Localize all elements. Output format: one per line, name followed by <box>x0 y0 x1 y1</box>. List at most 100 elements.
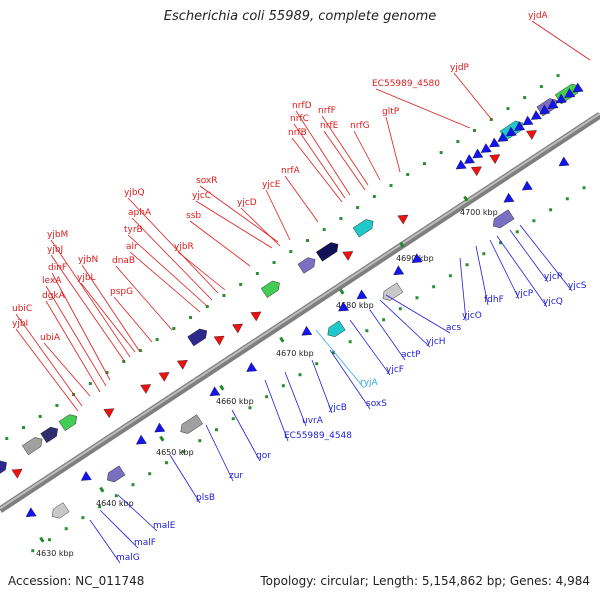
gene-label-yjbl: yjbL <box>77 273 96 283</box>
gc-dot <box>372 195 376 199</box>
gene-label-fdhf: fdhF <box>484 295 504 305</box>
gc-dot <box>172 327 176 331</box>
label-leader-lines <box>15 20 591 564</box>
gene-label-yjda: yjdA <box>528 11 549 21</box>
gene-block <box>492 209 515 229</box>
gc-dot <box>506 107 510 111</box>
gene-arrow <box>497 132 509 142</box>
gene-arrow <box>564 88 576 98</box>
leader-line <box>311 359 333 414</box>
gene-label-yjbr: yjbR <box>174 242 194 252</box>
forward-gene <box>40 426 58 444</box>
gene-arrow <box>393 265 405 276</box>
gene-label-nrfa: nrfA <box>281 166 301 176</box>
gene-label-ubic: ubiC <box>12 304 32 314</box>
gene-label-soxr: soxR <box>196 176 218 186</box>
leader-line <box>43 342 91 397</box>
gene-arrow <box>103 408 115 419</box>
gene-arrow <box>213 335 225 346</box>
gene-arrow <box>558 156 570 167</box>
gc-dot <box>348 340 352 344</box>
gc-dot <box>181 450 185 454</box>
gene-label-yjbn: yjbN <box>78 255 98 265</box>
leader-line <box>453 72 493 121</box>
gene-label-yjcf: yjcF <box>386 365 404 375</box>
gene-arrow <box>209 386 221 397</box>
gene-arrow <box>136 434 147 445</box>
gc-dot <box>138 349 142 353</box>
gc-dot <box>5 436 9 440</box>
gene-arrow <box>526 130 537 140</box>
gene-arrow <box>480 143 492 153</box>
gc-dot <box>499 241 503 245</box>
gc-dot <box>415 296 419 300</box>
leader-line <box>15 328 79 412</box>
gene-label-dnab: dnaB <box>112 256 135 266</box>
forward-gene <box>176 360 188 370</box>
leader-line <box>80 282 136 353</box>
gc-dot <box>289 250 293 254</box>
gene-arrow <box>489 154 501 164</box>
gc-dot <box>215 428 219 432</box>
tick-mark <box>399 241 405 248</box>
gc-dot <box>281 384 285 388</box>
gc-dot <box>155 338 159 342</box>
gene-arrow <box>250 311 262 322</box>
reverse-gene <box>472 148 484 159</box>
leader-line <box>264 379 289 442</box>
leader-line <box>293 123 346 199</box>
gc-dot <box>239 283 243 287</box>
gc-dot <box>255 272 259 276</box>
leader-line <box>45 285 107 387</box>
reverse-gene <box>522 115 534 126</box>
gene-arrow <box>539 104 551 115</box>
reverse-gene <box>411 253 423 263</box>
forward-gene <box>250 311 262 322</box>
gene-block <box>297 257 316 274</box>
leader-line <box>379 299 431 348</box>
backbone-highlight <box>0 112 600 510</box>
genome-backbone <box>0 112 600 513</box>
gene-label-malf: malF <box>134 538 156 548</box>
forward-gene <box>297 257 316 274</box>
gc-dot <box>114 494 118 498</box>
gene-block <box>58 414 77 431</box>
gc-dot <box>122 359 126 363</box>
gc-dot <box>389 184 393 188</box>
gene-arrow <box>232 323 243 334</box>
gene-arrow <box>505 126 517 137</box>
gene-arrow <box>301 325 313 336</box>
leader-line <box>369 309 406 361</box>
leader-line <box>231 409 261 462</box>
reverse-gene <box>136 434 147 445</box>
gc-dot <box>422 162 426 166</box>
gc-dot <box>231 417 235 421</box>
gene-label-qor: qor <box>256 451 271 461</box>
reverse-gene <box>521 180 533 191</box>
leader-line <box>127 197 219 294</box>
gene-labels: yjdA yjdP EC55989_4580 gltP nrfG nrfF nrfE nrfD… <box>12 11 587 563</box>
gene-arrow <box>503 192 515 203</box>
gene-arrow <box>154 422 166 433</box>
tick-label: 4680 kbp <box>336 301 374 310</box>
reverse-gene <box>246 362 258 372</box>
gc-dot <box>88 381 92 385</box>
forward-gene <box>187 328 208 347</box>
tick-mark <box>279 336 285 343</box>
gene-label-yjcd: yjcD <box>237 198 257 208</box>
gene-label-yjco: yjcO <box>462 311 482 321</box>
tick-mark <box>463 195 469 202</box>
gc-dot <box>189 316 193 320</box>
gc-dot <box>205 305 209 309</box>
gene-label-nrfc: nrfC <box>290 114 309 124</box>
gene-arrow <box>158 372 170 382</box>
reverse-gene <box>492 209 515 229</box>
gc-dot <box>305 239 309 243</box>
forward-gene <box>22 437 43 456</box>
forward-gene <box>0 460 7 480</box>
gene-block <box>22 437 43 456</box>
gene-label-dgka: dgkA <box>42 291 66 301</box>
gene-arrow <box>471 166 482 177</box>
gc-dot <box>322 228 326 232</box>
gene-label-acs: acs <box>446 323 461 333</box>
